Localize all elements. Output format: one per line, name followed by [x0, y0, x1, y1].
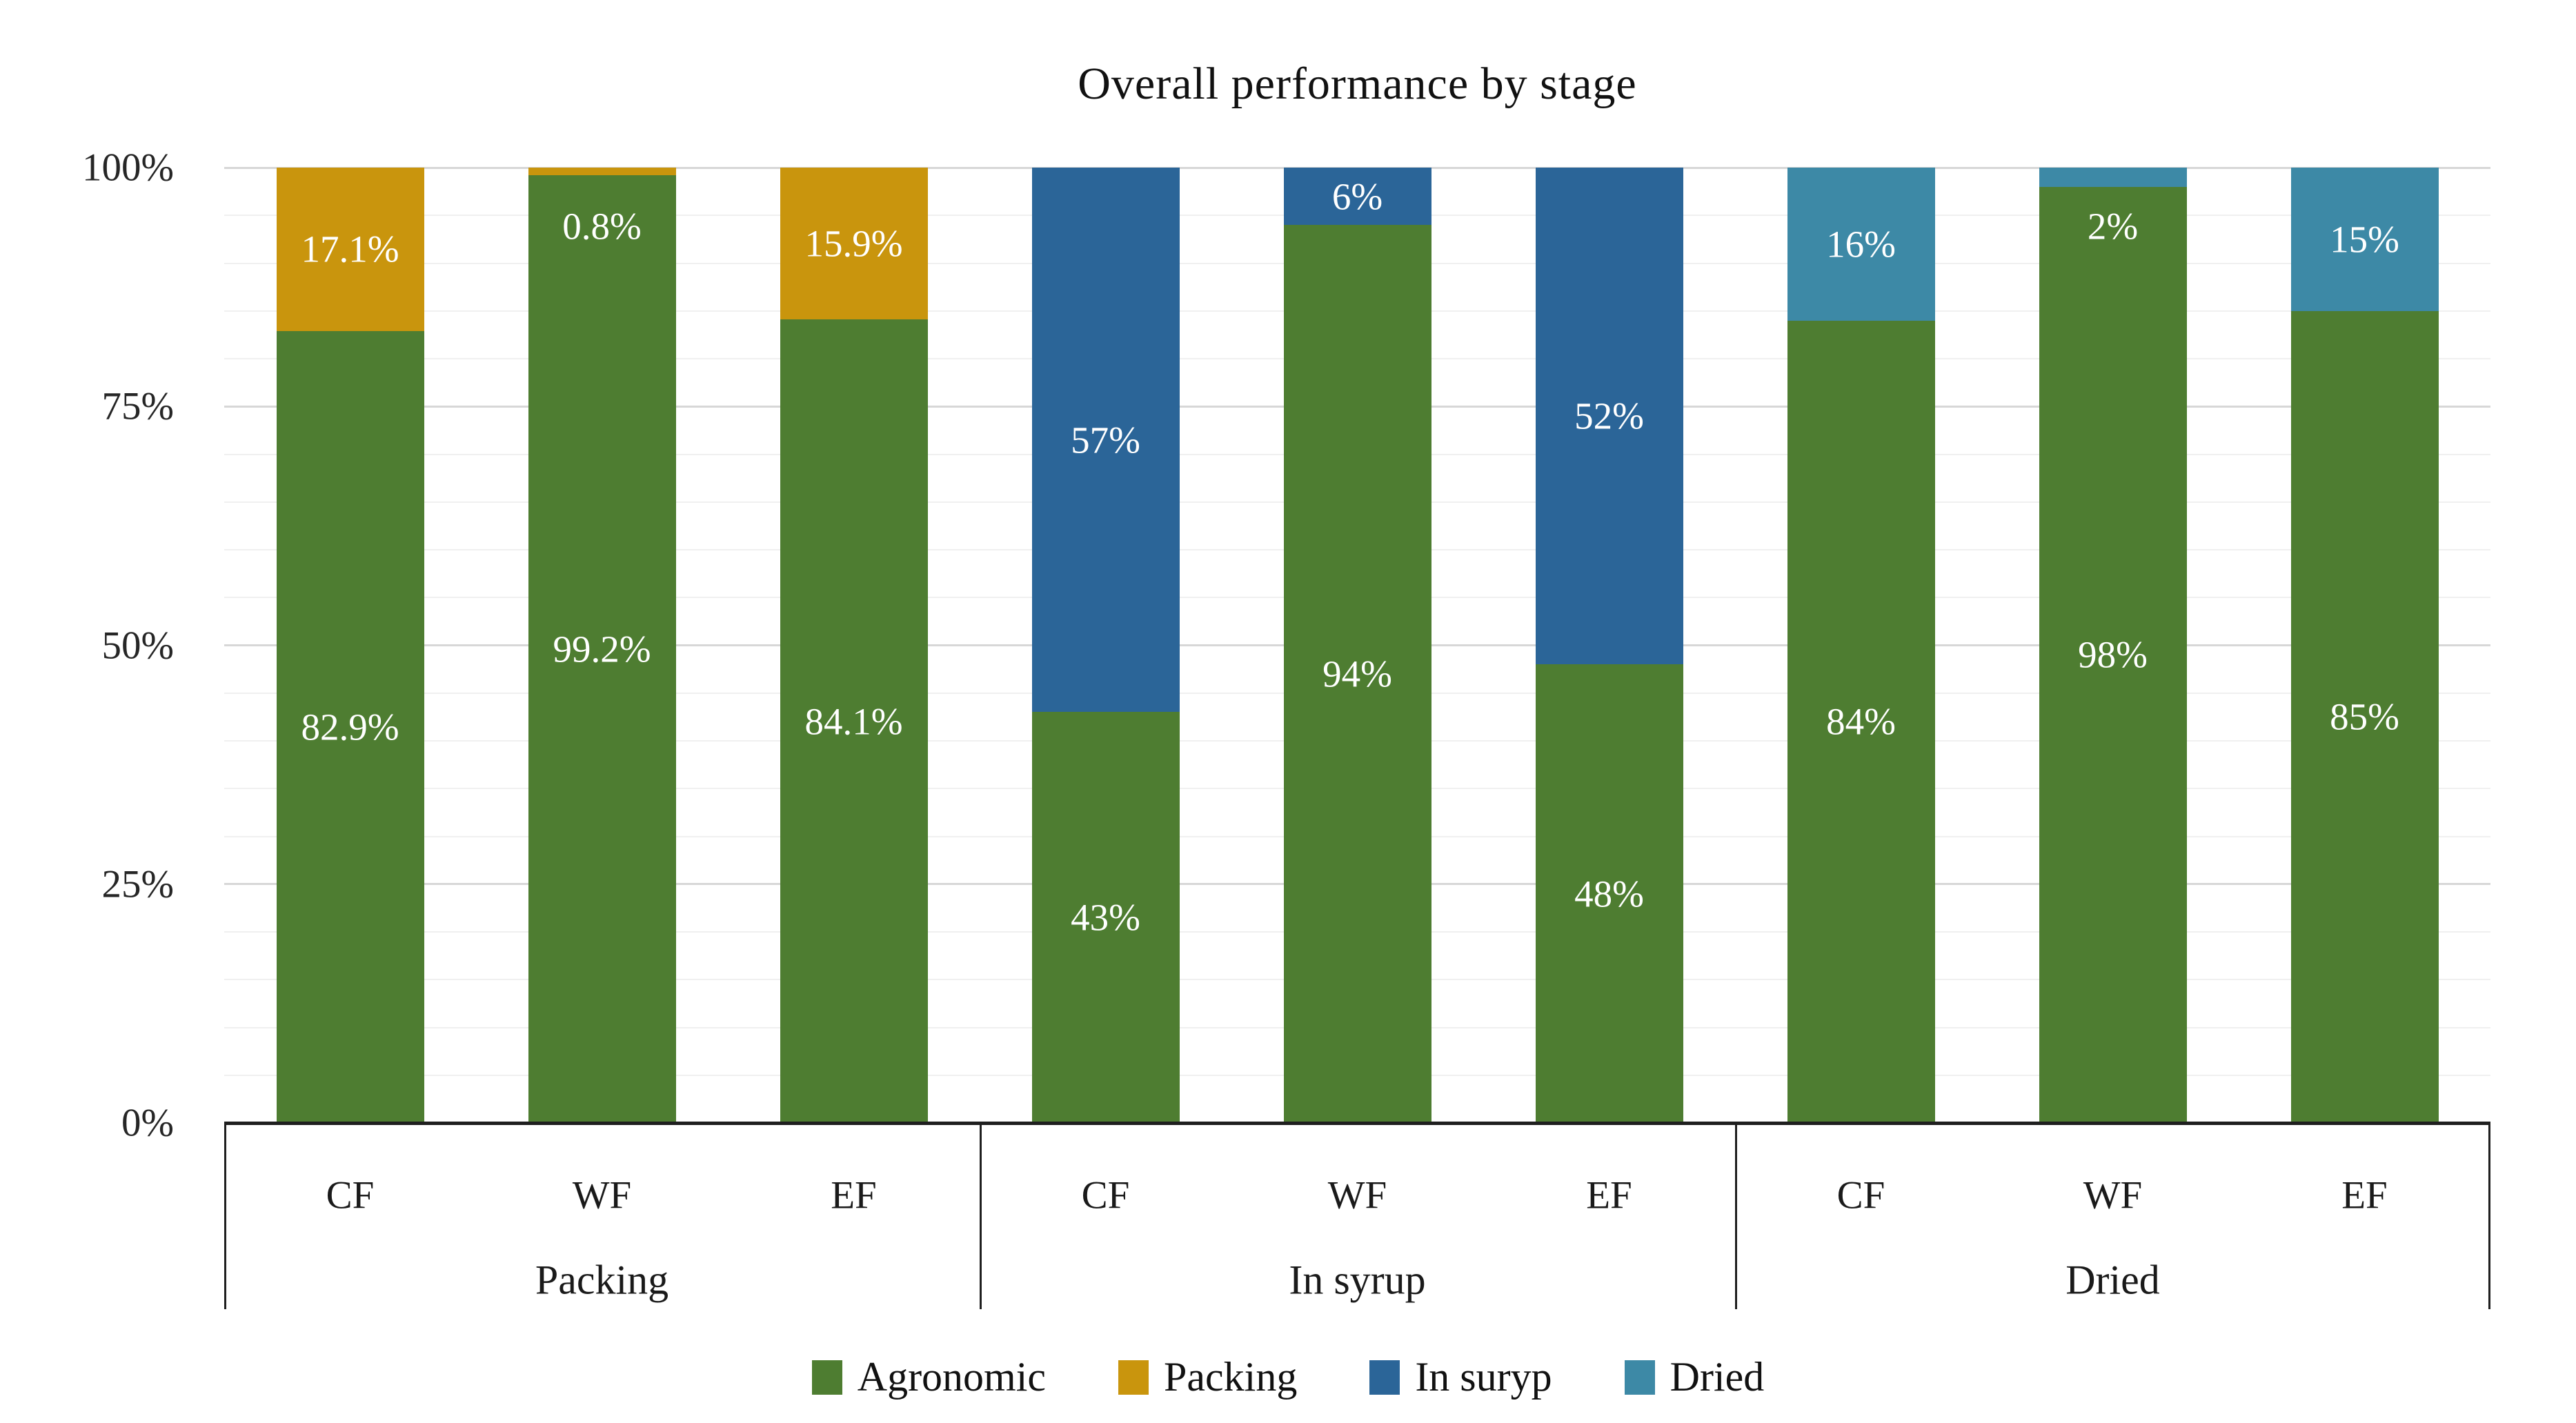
bar-value-label: 84.1% [804, 700, 903, 743]
bar-value-label: 52% [1574, 395, 1644, 437]
bar-value-label: 16% [1826, 223, 1896, 266]
bar-value-label: 98% [2078, 633, 2148, 676]
legend-label: Dried [1670, 1354, 1765, 1400]
bar-segment-agronomic [2290, 310, 2439, 1123]
category-label: CF [1836, 1173, 1885, 1217]
legend-label: Agronomic [857, 1354, 1047, 1400]
group-label: Packing [535, 1257, 669, 1303]
bar-segment-agronomic [780, 319, 928, 1123]
major-gridline [224, 166, 2490, 169]
bar-segment-agronomic [1031, 712, 1180, 1123]
category-label: CF [326, 1173, 375, 1217]
legend-item: Dried [1624, 1353, 1765, 1401]
legend-item: Agronomic [811, 1353, 1047, 1401]
category-divider [980, 1125, 982, 1309]
group-label: Dried [2065, 1257, 2160, 1303]
bar-value-label: 17.1% [301, 228, 399, 270]
legend-item: In suryp [1369, 1353, 1552, 1401]
bar-segment-packing [528, 168, 676, 176]
bar-value-label: 94% [1322, 653, 1392, 695]
bar-segment-agronomic [2039, 186, 2187, 1123]
bar-value-label: 85% [2330, 695, 2399, 738]
legend: Agronomic Packing In suryp Dried [0, 1353, 2576, 1401]
bar-segment-dried [2290, 168, 2439, 311]
bar-value-label: 0.8% [562, 205, 642, 248]
legend-swatch-packing [1118, 1360, 1149, 1395]
bar-segment-dried [1787, 168, 1935, 321]
bar-segment-dried [2039, 168, 2187, 187]
bar-value-label: 99.2% [553, 628, 651, 670]
category-divider [1735, 1125, 1737, 1309]
bar-value-label: 84% [1826, 700, 1896, 743]
bar-segment-agronomic [1787, 320, 1935, 1123]
bar-segment-packing [276, 168, 424, 331]
bar-segment-agronomic [1283, 225, 1431, 1123]
group-label: In syrup [1289, 1257, 1426, 1303]
bar-segment-agronomic [276, 330, 424, 1123]
category-label: EF [2341, 1173, 2388, 1217]
y-tick-label: 25% [101, 862, 174, 906]
y-tick-label: 50% [101, 624, 174, 667]
bar-value-label: 6% [1331, 175, 1383, 218]
bar-value-label: 15.9% [804, 222, 903, 265]
bar-value-label: 82.9% [301, 706, 399, 748]
legend-swatch-agronomic [811, 1360, 842, 1395]
bar-segment-packing [780, 168, 928, 320]
y-tick-label: 100% [82, 146, 174, 190]
y-tick-label: 75% [101, 384, 174, 428]
category-label: WF [2083, 1173, 2143, 1217]
x-axis-line [224, 1122, 2490, 1125]
bar-value-label: 15% [2330, 218, 2399, 261]
category-label: WF [572, 1173, 632, 1217]
legend-swatch-in-suryp [1369, 1360, 1400, 1395]
legend-item: Packing [1118, 1353, 1297, 1401]
category-label: EF [1586, 1173, 1632, 1217]
bar-value-label: 43% [1071, 896, 1140, 939]
category-divider [2488, 1125, 2490, 1309]
legend-swatch-dried [1624, 1360, 1655, 1395]
category-label: CF [1081, 1173, 1130, 1217]
category-divider [224, 1125, 226, 1309]
bar-value-label: 57% [1071, 419, 1140, 461]
bar-value-label: 2% [2087, 205, 2139, 248]
bar-segment-in-suryp [1535, 168, 1683, 665]
y-tick-label: 0% [121, 1101, 174, 1145]
bar-segment-in-suryp [1283, 168, 1431, 226]
bar-segment-agronomic [528, 175, 676, 1123]
chart-title: Overall performance by stage [1078, 59, 1637, 109]
plot-area: 82.9% 17.1% 99.2% 0.8% 84.1% 15.9% 43% 57% 94% 6%… [224, 166, 2490, 1123]
category-label: WF [1327, 1173, 1387, 1217]
bar-segment-agronomic [1535, 664, 1683, 1123]
bar-value-label: 48% [1574, 873, 1644, 915]
legend-label: Packing [1164, 1354, 1298, 1400]
category-label: EF [831, 1173, 877, 1217]
bar-segment-in-suryp [1031, 168, 1180, 713]
legend-label: In suryp [1415, 1354, 1552, 1400]
